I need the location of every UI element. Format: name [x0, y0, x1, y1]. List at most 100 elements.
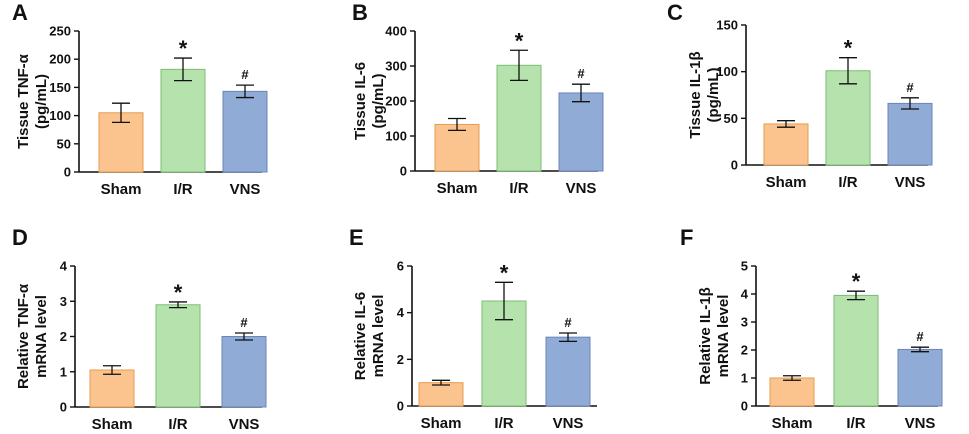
chart-panel-b: B Tissue IL-6(pg/mL) 0 100 200 300 400 Sham * I/R… — [352, 0, 604, 197]
bar-vns — [887, 102, 933, 166]
y-tick-label: 4 — [741, 287, 749, 302]
bar-ir — [160, 68, 206, 173]
y-axis-title: Tissue IL-1β(pg/mL) — [687, 51, 722, 138]
x-category-label: Sham — [766, 174, 807, 191]
y-tick-label: 0 — [397, 399, 404, 414]
y-tick-label: 0 — [64, 165, 71, 180]
x-category-label: VNS — [229, 416, 260, 433]
y-tick-label: 3 — [741, 315, 748, 330]
y-tick-label: 0 — [400, 164, 407, 179]
x-category-label: Sham — [101, 181, 142, 198]
y-tick-label: 4 — [397, 305, 405, 320]
y-tick-label: 100 — [49, 108, 71, 123]
panel-letter: E — [349, 225, 364, 250]
y-axis-title-line: mRNA level — [370, 295, 387, 378]
x-category-label: VNS — [566, 180, 597, 197]
y-tick-label: 400 — [385, 24, 407, 39]
y-axis-title-line: Relative IL-6 — [352, 292, 369, 380]
significance-star: * — [500, 260, 509, 285]
chart-panel-f: F Relative IL-1βmRNA level 0 1 2 3 4 5 Sham * I/R #… — [680, 225, 943, 432]
y-tick-label: 100 — [385, 129, 407, 144]
bar-ir — [155, 304, 201, 408]
bar-vns — [897, 348, 943, 407]
y-axis-title-line: Tissue IL-1β — [687, 51, 704, 138]
y-tick-label: 3 — [60, 294, 67, 309]
bar-ir — [833, 294, 879, 407]
bar-vns — [558, 92, 604, 172]
bar-sham — [418, 382, 464, 407]
y-axis-title-line: (pg/mL) — [370, 74, 387, 129]
y-tick-label: 2 — [60, 329, 67, 344]
significance-star: * — [844, 36, 853, 61]
y-tick-label: 50 — [57, 136, 71, 151]
y-axis-title: Relative TNF-αmRNA level — [15, 283, 50, 389]
bar-vns — [222, 90, 268, 173]
y-tick-label: 1 — [60, 364, 67, 379]
x-category-label: Sham — [772, 415, 813, 432]
y-axis-title: Tissue TNF-α(pg/mL) — [15, 53, 50, 149]
bar-vns — [221, 336, 267, 408]
chart-panel-c: C Tissue IL-1β(pg/mL) 0 50 100 150 Sham * I/R # VN… — [667, 0, 933, 191]
x-category-label: VNS — [230, 181, 261, 198]
y-tick-label: 5 — [741, 259, 748, 274]
x-category-label: I/R — [494, 415, 513, 432]
significance-star: * — [852, 269, 861, 294]
x-category-label: Sham — [421, 415, 462, 432]
panel-letter: D — [12, 225, 28, 250]
y-tick-label: 200 — [49, 52, 71, 67]
panel-letter: F — [680, 225, 693, 250]
bar-ir — [496, 64, 542, 172]
y-tick-label: 250 — [49, 24, 71, 39]
bar-vns — [545, 336, 591, 407]
significance-hash: # — [564, 315, 572, 330]
y-axis-title-line: mRNA level — [33, 295, 50, 378]
y-axis-title-line: Relative TNF-α — [15, 283, 32, 389]
y-tick-label: 300 — [385, 59, 407, 74]
y-axis-title-line: (pg/mL) — [705, 68, 722, 123]
y-tick-label: 50 — [724, 111, 738, 126]
y-tick-label: 0 — [731, 158, 738, 173]
y-axis-title-line: (pg/mL) — [33, 74, 50, 129]
significance-hash: # — [240, 315, 248, 330]
significance-hash: # — [906, 80, 914, 95]
significance-star: * — [179, 36, 188, 61]
x-category-label: Sham — [92, 416, 133, 433]
panel-letter: B — [352, 0, 368, 25]
significance-hash: # — [241, 67, 249, 82]
y-tick-label: 4 — [60, 259, 68, 274]
bar-sham — [769, 377, 815, 407]
x-category-label: I/R — [168, 416, 187, 433]
y-tick-label: 2 — [397, 352, 404, 367]
x-category-label: VNS — [895, 174, 926, 191]
chart-panel-e: E Relative IL-6mRNA level 0 2 4 6 Sham * I/R # VNS — [349, 225, 597, 432]
panel-letter: C — [667, 0, 683, 25]
bar-sham — [434, 123, 480, 172]
y-tick-label: 100 — [716, 64, 738, 79]
y-tick-label: 0 — [60, 400, 67, 415]
y-tick-label: 2 — [741, 343, 748, 358]
y-tick-label: 150 — [716, 18, 738, 33]
significance-hash: # — [577, 66, 585, 81]
bar-ir — [825, 70, 871, 166]
y-tick-label: 0 — [741, 399, 748, 414]
significance-hash: # — [916, 329, 924, 344]
y-axis-title-line: Tissue TNF-α — [15, 53, 32, 149]
x-category-label: I/R — [846, 415, 865, 432]
chart-panel-a: A Tissue TNF-α(pg/mL) 0 50 100 150 200 250 Sham *… — [12, 0, 268, 198]
x-category-label: VNS — [905, 415, 936, 432]
y-tick-label: 1 — [741, 371, 748, 386]
x-category-label: VNS — [553, 415, 584, 432]
y-tick-label: 200 — [385, 94, 407, 109]
x-category-label: I/R — [838, 174, 857, 191]
y-axis-title-line: Relative IL-1β — [697, 287, 714, 385]
chart-panel-d: D Relative TNF-αmRNA level 0 1 2 3 4 Sham * I/R # V… — [12, 225, 267, 433]
bar-sham — [89, 369, 135, 408]
significance-star: * — [174, 280, 183, 305]
y-tick-label: 150 — [49, 80, 71, 95]
y-axis-title-line: mRNA level — [715, 295, 732, 378]
bar-sham — [763, 123, 809, 166]
x-category-label: I/R — [509, 180, 528, 197]
significance-star: * — [515, 28, 524, 53]
